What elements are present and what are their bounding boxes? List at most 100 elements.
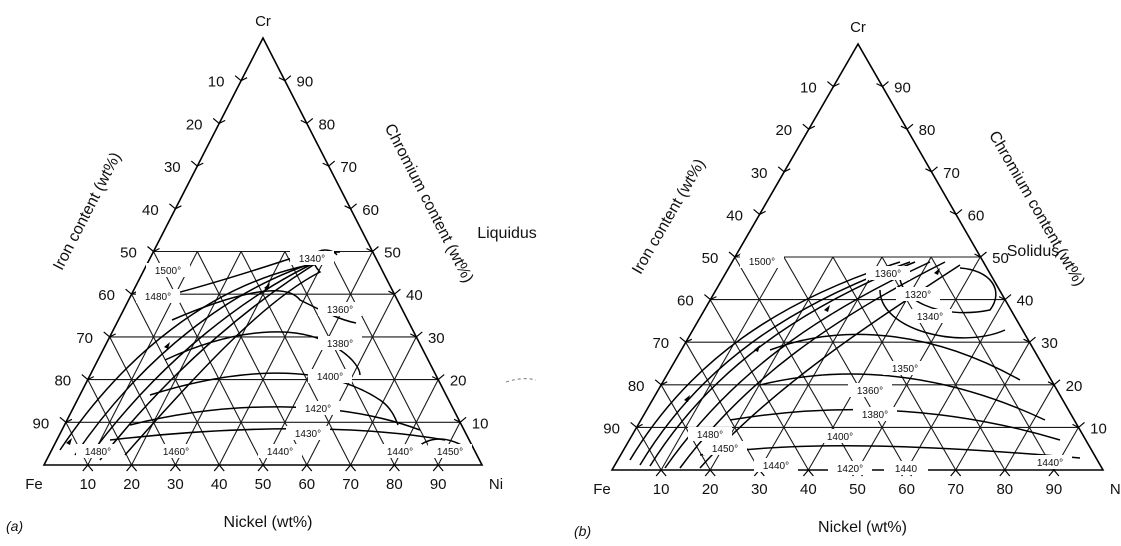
isotherm-label-bg: [428, 444, 472, 458]
trough-arrow: [164, 342, 170, 349]
axis-title-iron: Iron content (wt%): [50, 150, 124, 273]
left-tick-label: 70: [76, 330, 93, 347]
left-tick-label: 60: [98, 287, 115, 304]
tick-left: [234, 75, 248, 82]
left-tick-label: 90: [33, 415, 50, 432]
tick-left: [827, 81, 840, 88]
tick-left: [777, 166, 791, 173]
tick-right: [998, 294, 1012, 301]
edge-ticks: [59, 75, 467, 472]
left-tick-label: 50: [702, 250, 719, 267]
apex-label-chromium: Cr: [850, 19, 866, 36]
axis-title-iron: Iron content (wt%): [629, 156, 709, 277]
grid-line-iron: [109, 336, 176, 466]
bottom-tick-label: 80: [996, 481, 1013, 498]
tick-right: [322, 160, 336, 167]
isotherm-curve: [74, 257, 331, 456]
apex-label-nickel: Ni: [1110, 481, 1121, 498]
isotherm-label: 1480°: [697, 430, 723, 441]
apex-label-iron: Fe: [593, 481, 611, 498]
grid-line-nickel: [131, 251, 242, 466]
axis-title-nickel: Nickel (wt%): [224, 514, 313, 531]
bottom-tick-label: 20: [702, 481, 719, 498]
trough-arrow: [934, 268, 940, 275]
ternary-diagram-a: 10 90 10 20 80 20 30 70 30 40 60 40 50 50 50 60 40 60 70 30…: [6, 13, 537, 534]
isotherm-label-bg: [378, 444, 422, 458]
trough-arrows: [684, 268, 940, 402]
grid-line-iron: [783, 256, 908, 471]
bottom-tick-label: 70: [947, 481, 964, 498]
tick-right: [949, 208, 963, 216]
isotherm-label-bg: [286, 426, 330, 440]
bottom-tick-label: 10: [79, 476, 96, 493]
bottom-tick-label: 20: [123, 476, 140, 493]
isotherm-label-bg: [258, 444, 302, 458]
tick-right: [300, 117, 314, 125]
tick-left: [147, 246, 160, 253]
isotherm-label-bg: [1028, 455, 1072, 469]
isotherm-curve: [649, 261, 916, 467]
isotherm-label: 1500°: [155, 266, 181, 277]
tick-bottom: [345, 464, 357, 472]
tick-bottom: [802, 469, 814, 477]
isotherm-label-bg: [884, 461, 928, 475]
grid-line-iron: [685, 341, 760, 471]
bottom-tick-label: 50: [849, 481, 866, 498]
isotherm-label: 1440°: [1037, 458, 1063, 469]
tick-left: [679, 336, 693, 343]
tick-right: [278, 75, 292, 82]
isotherm-labels: 1500° 1480° 1340° 1360° 1380° 1400° 1420° 1430°…: [76, 251, 472, 458]
tick-bottom: [388, 464, 400, 472]
ternary-diagram-b: 10 90 10 20 80 20 30 70 30 40 60 40 50 50 50 60 40 60 70 30…: [574, 19, 1121, 539]
tick-left: [212, 117, 226, 125]
grid-line-iron: [284, 251, 395, 466]
tick-bottom: [950, 469, 962, 477]
panel-label: (b): [574, 523, 591, 539]
grid-line-nickel: [660, 256, 785, 471]
isotherm-curve: [99, 251, 336, 461]
tick-left: [190, 160, 204, 167]
trough-arrows: [66, 283, 270, 445]
isotherm-label-bg: [318, 302, 362, 316]
isotherm-label: 1420°: [837, 464, 863, 475]
isotherm-label-bg: [296, 401, 340, 415]
left-tick-label: 40: [142, 202, 159, 219]
tick-left: [728, 251, 742, 258]
left-tick-label: 20: [186, 116, 203, 133]
tick-right: [1023, 336, 1036, 343]
right-tick-label: 60: [362, 202, 379, 219]
isotherm-label: 1350°: [892, 364, 918, 375]
isotherm-label: 1320°: [905, 290, 931, 301]
apex-label-iron: Fe: [25, 476, 43, 493]
isotherm-label-bg: [908, 309, 952, 323]
grid-line-iron: [87, 379, 133, 466]
right-tick-label: 10: [1090, 420, 1107, 437]
left-tick-label: 30: [751, 165, 768, 182]
tick-bottom: [655, 469, 667, 477]
tick-left: [802, 123, 816, 130]
tick-bottom: [257, 464, 269, 472]
bottom-tick-label: 30: [167, 476, 184, 493]
grid-line-iron: [709, 299, 809, 471]
isotherm-label: 1400°: [317, 372, 343, 383]
isotherm-labels: 1500° 1360° 1320° 1340° 1350° 1360° 1380° 1400°…: [688, 254, 1072, 475]
grid-line-iron: [131, 293, 220, 466]
tick-right: [388, 288, 401, 295]
tick-right: [876, 81, 889, 88]
isotherm-label: 1450°: [437, 447, 463, 458]
isotherm-curve: [729, 408, 1061, 441]
tick-left: [169, 203, 182, 210]
isotherm-label: 1380°: [327, 339, 353, 350]
tick-right: [453, 416, 467, 424]
isotherm-label-bg: [318, 336, 362, 350]
right-tick-label: 50: [992, 250, 1009, 267]
isotherm-label: 1480°: [145, 292, 171, 303]
isotherm-curve: [699, 445, 1081, 459]
isotherm-curve: [59, 261, 326, 451]
left-tick-label: 90: [603, 420, 620, 437]
tick-bottom: [1048, 469, 1060, 477]
tick-left: [704, 294, 717, 301]
right-tick-label: 40: [1017, 293, 1034, 310]
grid-line-iron: [660, 384, 711, 471]
right-tick-label: 10: [472, 415, 489, 432]
